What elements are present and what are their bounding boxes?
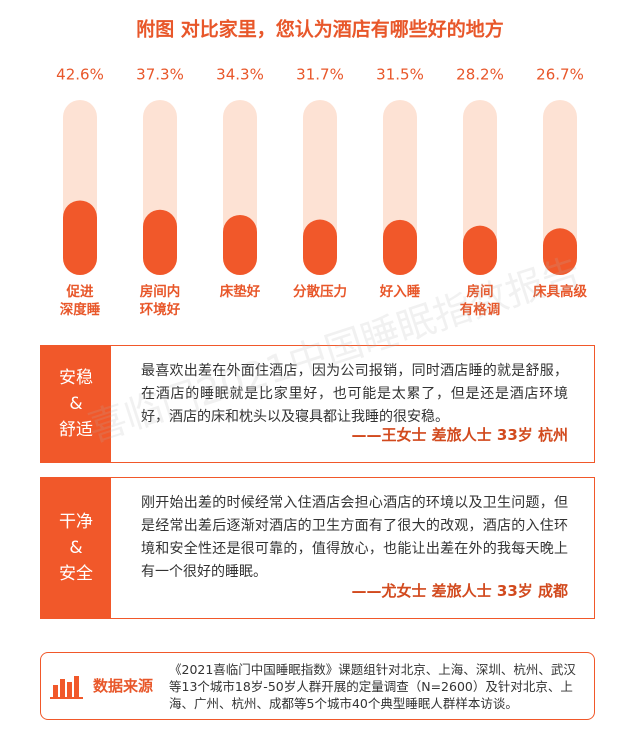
quote-author: ——尤女士 差旅人士 33岁 成都 — [351, 582, 568, 600]
bar — [463, 225, 497, 275]
value-label: 26.7% — [536, 66, 584, 84]
bar — [383, 219, 417, 275]
value-label: 34.3% — [216, 66, 264, 84]
bar — [143, 209, 177, 275]
category-label: 房间有格调 — [460, 283, 501, 318]
chart: 附图 对比家里，您认为酒店有哪些好的地方 42.6% 促进深度睡 37.3% 房间内环… — [56, 18, 587, 319]
value-label: 28.2% — [456, 66, 504, 84]
value-label: 37.3% — [136, 66, 184, 84]
quote-tag: 安稳 & 舒适 — [41, 346, 111, 462]
quote-text: 最喜欢出差在外面住酒店，因为公司报销，同时酒店睡的就是舒服，在酒店的睡眠就是比家… — [141, 363, 568, 425]
category-label: 分散压力 — [293, 283, 347, 300]
value-label: 42.6% — [56, 66, 104, 84]
category-label: 床具高级 — [533, 283, 587, 300]
quote-text: 刚开始出差的时候经常入住酒店会担心酒店的环境以及卫生问题，但是经常出差后逐渐对酒… — [141, 495, 568, 580]
category-label: 床垫好 — [220, 283, 261, 300]
quote-box: 安稳 & 舒适 最喜欢出差在外面住酒店，因为公司报销，同时酒店睡的就是舒服，在酒店… — [40, 345, 595, 463]
source-icon — [50, 676, 83, 699]
bar — [543, 228, 577, 275]
value-label: 31.7% — [296, 66, 344, 84]
source-box: 数据来源 《2021喜临门中国睡眠指数》课题组针对北京、上海、深圳、杭州、武汉等… — [40, 652, 595, 720]
quote-box: 干净 & 安全 刚开始出差的时候经常入住酒店会担心酒店的环境以及卫生问题，但是经常… — [40, 477, 595, 619]
category-label: 好入睡 — [379, 283, 421, 300]
bar — [223, 214, 257, 275]
quote-author: ——王女士 差旅人士 33岁 杭州 — [351, 426, 568, 444]
chart-title: 附图 对比家里，您认为酒店有哪些好的地方 — [136, 18, 504, 41]
category-label: 促进深度睡 — [60, 283, 101, 318]
category-label: 房间内环境好 — [140, 283, 181, 318]
source-text: 《2021喜临门中国睡眠指数》课题组针对北京、上海、深圳、杭州、武汉等13个城市… — [169, 662, 576, 711]
value-label: 31.5% — [376, 66, 424, 84]
bar — [303, 219, 337, 275]
bar — [63, 200, 97, 275]
source-label: 数据来源 — [93, 677, 154, 695]
quote-tag: 干净 & 安全 — [41, 478, 111, 618]
